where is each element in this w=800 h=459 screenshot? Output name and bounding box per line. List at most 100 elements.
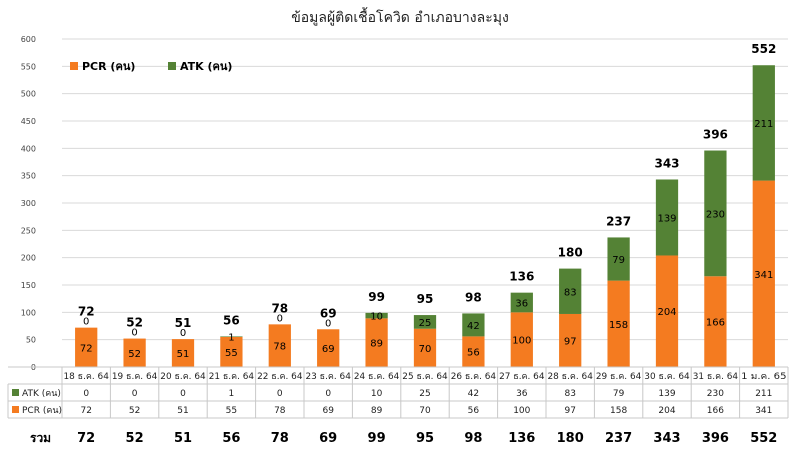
table-swatch-atk <box>12 389 19 396</box>
table-row-label-atk: ATK (คน) <box>22 389 61 399</box>
x-category-label: 31 ธ.ค. 64 <box>693 372 739 382</box>
total-label: 99 <box>368 290 385 304</box>
totals-row-value: 56 <box>222 431 240 446</box>
bar-pcr <box>655 255 679 367</box>
bar-pcr <box>462 336 485 367</box>
bar-atk <box>413 315 437 329</box>
table-cell-atk: 0 <box>325 389 331 399</box>
data-label-pcr: 52 <box>128 349 141 360</box>
table-cell-pcr: 204 <box>658 406 675 416</box>
y-tick-label: 450 <box>21 117 36 126</box>
legend-label-atk: ATK (คน) <box>180 60 232 73</box>
y-tick-label: 600 <box>21 35 36 44</box>
totals-row-value: 52 <box>126 431 144 446</box>
bar-pcr <box>75 327 98 367</box>
table-cell-pcr: 55 <box>226 406 237 416</box>
table-cell-pcr: 158 <box>610 406 627 416</box>
totals-row-value: 396 <box>702 431 729 446</box>
bar-atk <box>752 65 775 181</box>
data-label-atk: 230 <box>706 209 725 220</box>
bar-pcr <box>317 329 340 367</box>
data-label-atk: 25 <box>419 318 432 329</box>
data-label-atk: 1 <box>228 333 234 344</box>
x-category-label: 26 ธ.ค. 64 <box>451 372 497 382</box>
totals-row-value: 72 <box>77 431 95 446</box>
totals-row-value: 343 <box>653 431 680 446</box>
bar-atk <box>510 292 533 313</box>
totals-row-label: รวม <box>30 431 51 445</box>
total-label: 95 <box>417 292 434 306</box>
bar-atk <box>220 336 243 337</box>
data-label-atk: 211 <box>754 119 773 130</box>
data-label-atk: 83 <box>564 287 577 298</box>
bar-atk <box>655 179 679 256</box>
totals-row-value: 98 <box>464 431 482 446</box>
data-label-pcr: 78 <box>273 342 286 353</box>
table-cell-pcr: 78 <box>274 406 286 416</box>
data-label-pcr: 56 <box>467 348 480 359</box>
table-cell-atk: 42 <box>468 389 479 399</box>
totals-row-value: 78 <box>271 431 289 446</box>
table-cell-pcr: 100 <box>513 406 530 416</box>
total-label: 72 <box>78 305 95 319</box>
data-label-pcr: 69 <box>322 344 335 355</box>
table-cell-atk: 79 <box>613 389 625 399</box>
table-cell-atk: 0 <box>180 389 186 399</box>
bar-pcr <box>171 339 195 367</box>
total-label: 52 <box>126 316 143 330</box>
total-label: 396 <box>703 128 728 142</box>
table-cell-atk: 36 <box>516 389 528 399</box>
table-cell-atk: 25 <box>419 389 430 399</box>
total-label: 78 <box>271 301 288 315</box>
data-label-atk: 0 <box>277 313 283 324</box>
totals-row-value: 552 <box>750 431 777 446</box>
bar-atk <box>365 312 388 319</box>
table-cell-pcr: 341 <box>755 406 772 416</box>
bar-pcr <box>704 276 727 367</box>
total-label: 136 <box>509 270 534 284</box>
bar-pcr <box>752 180 775 367</box>
bar-atk <box>462 313 485 337</box>
bar-pcr <box>268 324 291 367</box>
data-label-pcr: 100 <box>512 336 531 347</box>
table-cell-pcr: 52 <box>129 406 140 416</box>
data-label-atk: 139 <box>657 213 676 224</box>
data-label-pcr: 204 <box>657 307 676 318</box>
table-cell-atk: 0 <box>132 389 138 399</box>
total-label: 237 <box>606 214 631 228</box>
bar-pcr <box>510 312 533 367</box>
table-cell-atk: 0 <box>83 389 89 399</box>
y-tick-label: 350 <box>21 172 36 181</box>
legend-swatch-pcr <box>70 62 78 70</box>
data-label-pcr: 72 <box>80 343 93 354</box>
x-category-label: 28 ธ.ค. 64 <box>548 372 594 382</box>
data-label-pcr: 341 <box>754 270 773 281</box>
chart-title: ข้อมูลผู้ติดเชื้อโควิด อำเภอบางละมุง <box>291 7 509 26</box>
y-tick-label: 500 <box>21 90 36 99</box>
total-label: 98 <box>465 290 482 304</box>
bar-atk <box>559 268 582 314</box>
table-cell-pcr: 51 <box>177 406 188 416</box>
x-category-label: 1 ม.ค. 65 <box>741 372 786 382</box>
data-label-atk: 0 <box>83 317 89 328</box>
table-swatch-pcr <box>12 406 19 413</box>
table-cell-pcr: 56 <box>468 406 480 416</box>
data-label-atk: 0 <box>325 318 331 329</box>
table-cell-pcr: 97 <box>564 406 575 416</box>
x-category-label: 19 ธ.ค. 64 <box>112 372 158 382</box>
x-category-label: 27 ธ.ค. 64 <box>499 372 545 382</box>
totals-row-value: 180 <box>557 431 584 446</box>
totals-row-value: 69 <box>319 431 337 446</box>
table-cell-pcr: 70 <box>419 406 431 416</box>
table-cell-atk: 211 <box>755 389 772 399</box>
totals-row-value: 99 <box>368 431 386 446</box>
bar-pcr <box>559 313 582 367</box>
data-label-pcr: 97 <box>564 336 577 347</box>
bar-pcr <box>220 336 243 367</box>
total-label: 51 <box>175 316 192 330</box>
table-row-label-pcr: PCR (คน) <box>22 406 62 416</box>
data-label-atk: 0 <box>131 328 137 339</box>
table-cell-atk: 139 <box>658 389 675 399</box>
data-label-atk: 42 <box>467 321 480 332</box>
